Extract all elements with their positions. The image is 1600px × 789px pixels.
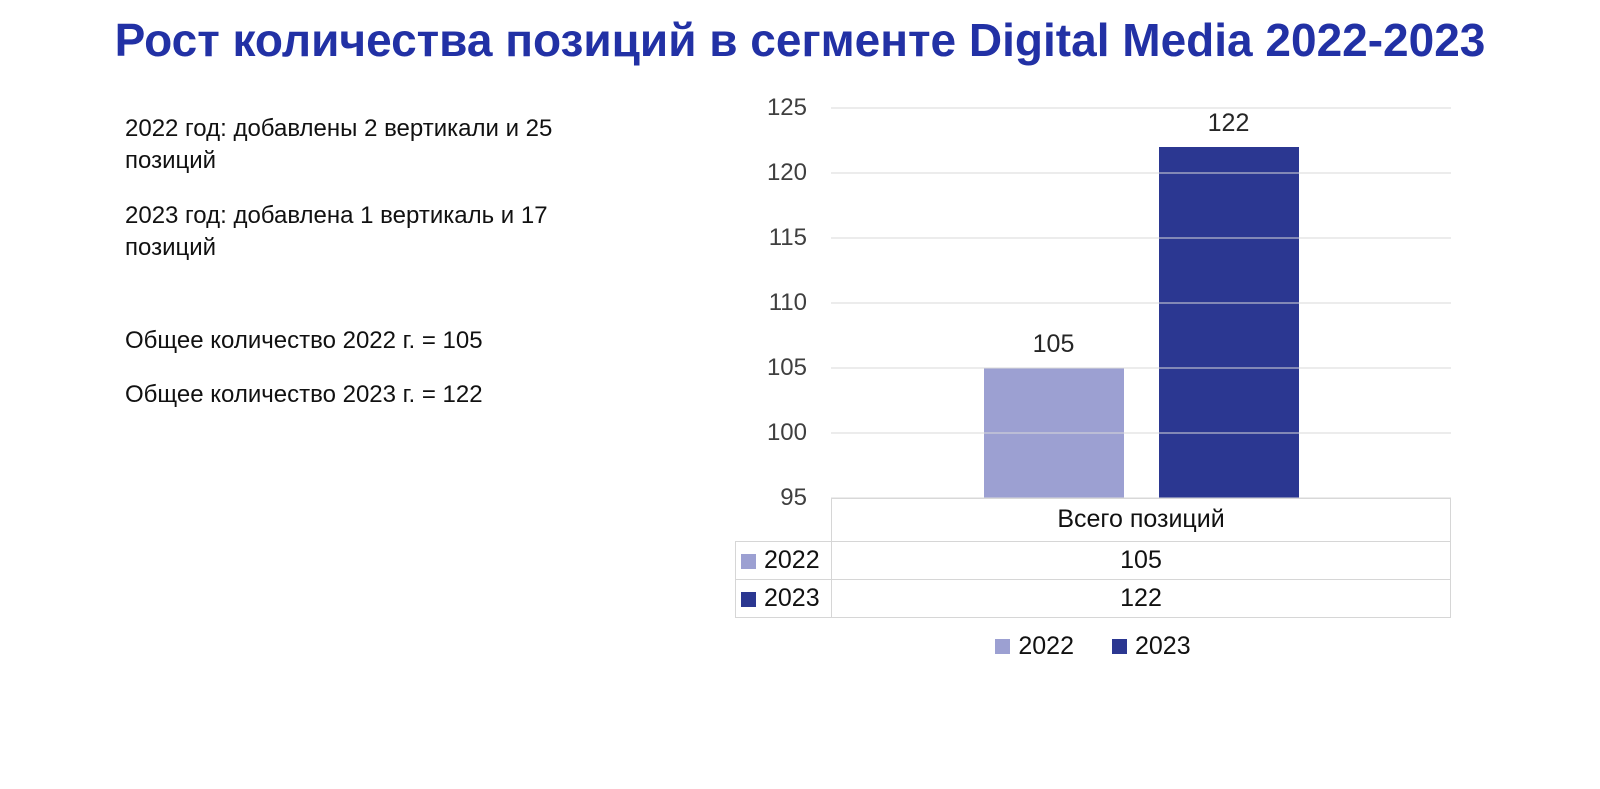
y-axis-tick-label: 105 [766, 353, 807, 381]
legend-item-2023: 2023 [1112, 632, 1191, 661]
table-row: 2023 122 [735, 578, 1451, 618]
table-row: 2022 105 [735, 540, 1451, 580]
table-header-cell: Всего позиций [831, 497, 1451, 542]
table-value-2022: 105 [831, 540, 1451, 580]
note-2023-additions: 2023 год: добавлена 1 вертикаль и 17 поз… [125, 201, 548, 262]
legend-item-2022: 2022 [995, 632, 1074, 661]
gridline [831, 497, 1451, 499]
series-2023-label: 2023 [764, 583, 820, 612]
plot-row: 95 100 105 110 115 120 125 105 122 [735, 94, 1451, 511]
series-2022-marker-icon [741, 553, 756, 569]
page-title: Рост количества позиций в сегменте Digit… [114, 14, 1486, 66]
bars-group: 105 122 [831, 108, 1451, 498]
note-2022-additions: 2022 год: добавлены 2 вертикали и 25 поз… [125, 114, 553, 175]
gridline [831, 302, 1451, 304]
y-axis: 95 100 105 110 115 120 125 [735, 94, 831, 511]
series-2022-label: 2022 [764, 545, 820, 574]
y-axis-tick-label: 115 [768, 223, 807, 251]
y-axis-tick-label: 120 [766, 158, 807, 186]
table-value-2023: 122 [831, 578, 1451, 618]
y-axis-tick-label: 125 [766, 93, 807, 121]
y-axis-tick-label: 100 [766, 418, 807, 446]
content-area: 2022 год: добавлены 2 вертикали и 25 поз… [0, 94, 1600, 661]
gridline [831, 432, 1451, 434]
table-series-cell-2023: 2023 [735, 578, 832, 618]
y-axis-tick-label: 110 [768, 288, 807, 316]
bar-2023: 122 [1158, 109, 1299, 498]
y-axis-tick-label: 95 [780, 483, 807, 511]
gridline [831, 172, 1451, 174]
chart-data-table: Всего позиций 2022 105 2023 122 [735, 497, 1451, 618]
gridline [831, 107, 1451, 109]
gridline [831, 367, 1451, 369]
series-2023-marker-icon [741, 591, 756, 607]
legend-marker-icon [995, 638, 1011, 654]
bar-chart: 95 100 105 110 115 120 125 105 122 Всего позици… [735, 94, 1451, 661]
bar-value-label: 122 [1207, 108, 1250, 137]
notes-panel: 2022 год: добавлены 2 вертикали и 25 поз… [125, 113, 640, 661]
plot-area: 105 122 [831, 107, 1451, 499]
legend-label: 2023 [1135, 631, 1191, 660]
chart-legend: 2022 2023 [735, 632, 1451, 661]
legend-label: 2022 [1018, 631, 1074, 660]
gridline [831, 237, 1451, 239]
table-series-cell-2022: 2022 [735, 540, 832, 580]
legend-marker-icon [1112, 638, 1127, 654]
note-total-2023: Общее количество 2023 г. = 122 [125, 380, 483, 408]
note-total-2022: Общее количество 2022 г. = 105 [125, 326, 483, 354]
bar-value-label: 105 [1032, 329, 1075, 358]
